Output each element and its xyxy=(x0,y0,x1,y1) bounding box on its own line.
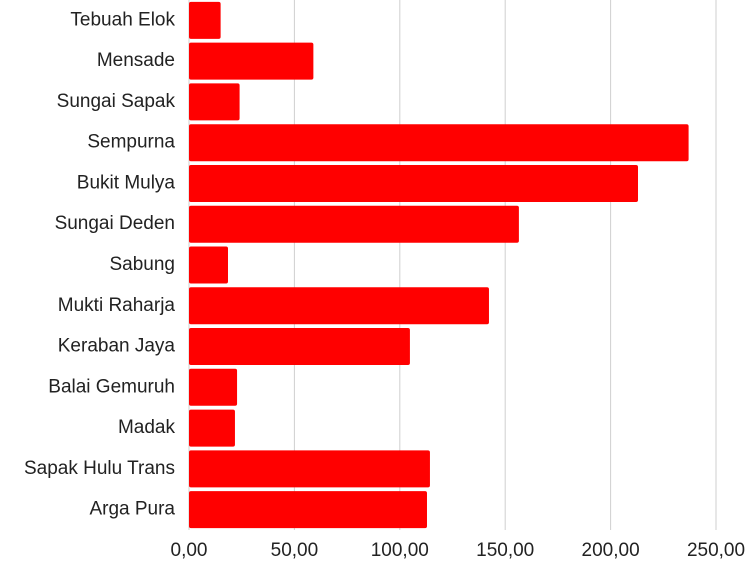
y-tick-label: Arga Pura xyxy=(89,499,175,520)
y-tick-label: Tebuah Elok xyxy=(70,9,175,30)
y-tick-label: Sungai Deden xyxy=(55,213,175,234)
bar xyxy=(189,164,639,202)
y-tick-label: Madak xyxy=(118,417,176,438)
x-tick-label: 50,00 xyxy=(271,540,319,561)
y-tick-label: Keraban Jaya xyxy=(58,336,176,357)
bar xyxy=(189,368,238,406)
bar xyxy=(189,124,689,162)
bar xyxy=(189,450,430,488)
y-tick-label: Sabung xyxy=(109,254,175,275)
bar xyxy=(189,287,489,325)
x-tick-label: 250,00 xyxy=(687,540,745,561)
bar xyxy=(189,42,314,80)
y-tick-label: Sapak Hulu Trans xyxy=(24,458,175,479)
bar xyxy=(189,83,240,121)
y-tick-label: Sempurna xyxy=(87,132,175,153)
bar xyxy=(189,205,519,243)
bar xyxy=(189,491,427,529)
bar xyxy=(189,1,221,39)
x-tick-label: 100,00 xyxy=(371,540,429,561)
y-tick-label: Mukti Raharja xyxy=(58,295,176,316)
bar xyxy=(189,409,235,447)
bar xyxy=(189,246,228,284)
y-tick-label: Bukit Mulya xyxy=(77,172,176,193)
x-tick-label: 0,00 xyxy=(171,540,208,561)
y-tick-label: Balai Gemuruh xyxy=(48,376,175,397)
y-tick-label: Sungai Sapak xyxy=(57,91,176,112)
bar xyxy=(189,328,410,366)
x-tick-label: 150,00 xyxy=(476,540,534,561)
y-tick-label: Mensade xyxy=(97,50,175,71)
x-tick-label: 200,00 xyxy=(582,540,640,561)
